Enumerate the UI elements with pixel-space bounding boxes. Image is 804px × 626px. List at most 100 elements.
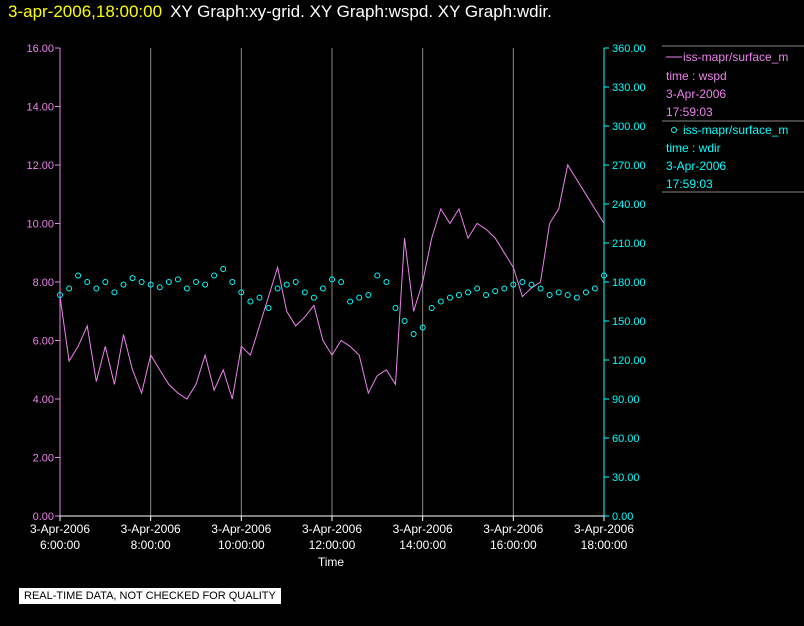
wdir-point (120, 281, 127, 288)
wdir-point (229, 279, 236, 285)
right-y-tick-label: 240.00 (612, 199, 646, 211)
wdir-point (102, 279, 109, 285)
right-y-tick-label: 120.00 (612, 355, 646, 367)
wdir-point (247, 298, 254, 305)
x-tick-time-label: 14:00:00 (399, 538, 446, 552)
wdir-point (383, 279, 390, 285)
x-tick-time-label: 18:00:00 (581, 538, 628, 552)
left-y-tick-label: 16.00 (26, 43, 54, 55)
wdir-point (84, 279, 91, 285)
right-y-tick-label: 30.00 (612, 472, 640, 484)
quality-notice: REAL-TIME DATA, NOT CHECKED FOR QUALITY (19, 588, 281, 604)
wdir-point (428, 305, 435, 311)
left-y-tick-label: 2.00 (33, 453, 54, 465)
wdir-point (183, 285, 190, 292)
wdir-point (329, 276, 335, 283)
left-y-tick-label: 4.00 (33, 394, 54, 406)
legend-wspd-time: 17:59:03 (666, 105, 713, 119)
legend: iss-mapr/surface_m time : wspd 3-Apr-200… (662, 45, 804, 193)
wdir-point (211, 272, 218, 279)
x-tick-time-label: 6:00:00 (40, 538, 80, 552)
legend-wspd-label: time : wspd (666, 69, 727, 83)
wdir-point (93, 285, 100, 292)
wdir-point (347, 298, 354, 305)
wdir-point (601, 272, 607, 279)
right-y-tick-label: 90.00 (612, 394, 640, 406)
wdir-point (111, 289, 118, 296)
wdir-point (537, 285, 544, 292)
wdir-point (555, 289, 562, 296)
series-wspd (59, 163, 605, 400)
wdir-point (220, 266, 227, 272)
wdir-point (193, 279, 199, 285)
wdir-point (519, 279, 526, 285)
wdir-point (202, 281, 209, 288)
wdir-point (474, 285, 481, 292)
left-y-tick-label: 6.00 (33, 336, 54, 348)
wdir-point (147, 281, 154, 288)
x-tick-date-label: 3-Apr-2006 (121, 522, 181, 536)
wdir-point (582, 289, 589, 296)
wdir-point (392, 305, 399, 311)
header: 3-apr-2006,18:00:00 XY Graph:xy-grid. XY … (8, 1, 552, 23)
left-y-tick-label: 0.00 (33, 511, 54, 523)
x-tick-time-label: 10:00:00 (218, 538, 265, 552)
legend-wspd-date: 3-Apr-2006 (666, 87, 726, 101)
wdir-point (419, 324, 426, 331)
left-y-axis-ticks: 0.00 2.00 4.00 6.00 8.00 10.00 12.00 14.00 16.00 (26, 43, 60, 523)
legend-wdir-circle-icon (671, 127, 677, 133)
header-datetime: 3-apr-2006,18:00:00 (8, 2, 163, 21)
wdir-point (446, 294, 453, 301)
right-y-tick-label: 270.00 (612, 160, 646, 172)
wdir-point (546, 292, 553, 298)
right-y-tick-label: 360.00 (612, 43, 646, 55)
legend-wdir-name: iss-mapr/surface_m (683, 123, 788, 137)
x-axis-ticks: 3-Apr-2006 6:00:00 3-Apr-2006 8:00:00 3-Apr-… (30, 516, 634, 552)
wdir-point (564, 292, 571, 298)
x-tick-date-label: 3-Apr-2006 (574, 522, 634, 536)
right-y-tick-label: 180.00 (612, 277, 646, 289)
x-tick-date-label: 3-Apr-2006 (393, 522, 453, 536)
wdir-point (591, 285, 598, 292)
wdir-point (573, 294, 580, 301)
wdir-point (465, 289, 471, 296)
right-y-tick-label: 0.00 (612, 511, 633, 523)
wdir-point (374, 272, 381, 279)
wdir-point (75, 272, 82, 279)
x-tick-date-label: 3-Apr-2006 (211, 522, 271, 536)
wdir-point (410, 331, 417, 337)
legend-wdir-label: time : wdir (666, 141, 721, 155)
wdir-point (66, 285, 73, 292)
right-y-tick-label: 300.00 (612, 121, 646, 133)
wdir-point (455, 292, 462, 298)
x-tick-date-label: 3-Apr-2006 (30, 522, 90, 536)
wdir-point (510, 281, 517, 288)
right-y-tick-label: 210.00 (612, 238, 646, 250)
wspd-line (59, 163, 605, 400)
x-axis-label: Time (318, 555, 345, 569)
wdir-point (256, 294, 263, 301)
right-y-tick-label: 330.00 (612, 82, 646, 94)
wdir-point (528, 281, 535, 288)
wdir-point (57, 292, 63, 298)
right-y-tick-label: 150.00 (612, 316, 646, 328)
wdir-point (492, 288, 499, 295)
x-tick-time-label: 8:00:00 (131, 538, 171, 552)
right-y-tick-label: 60.00 (612, 433, 640, 445)
left-y-tick-label: 10.00 (26, 219, 54, 231)
wdir-point (437, 298, 444, 305)
x-tick-time-label: 12:00:00 (309, 538, 356, 552)
wdir-point (165, 279, 172, 285)
wdir-point (156, 284, 163, 291)
wdir-point (283, 281, 290, 288)
left-y-tick-label: 8.00 (33, 277, 54, 289)
right-y-axis-ticks: 0.00 30.00 60.00 90.00 120.00 150.00 180.00 210… (604, 43, 646, 523)
header-graph-titles: XY Graph:xy-grid. XY Graph:wspd. XY Grap… (170, 2, 552, 21)
left-y-tick-label: 14.00 (26, 102, 54, 114)
wdir-point (319, 285, 326, 292)
wdir-point (338, 279, 345, 285)
x-tick-time-label: 16:00:00 (490, 538, 537, 552)
wdir-point (501, 285, 508, 292)
wdir-point (274, 285, 281, 292)
